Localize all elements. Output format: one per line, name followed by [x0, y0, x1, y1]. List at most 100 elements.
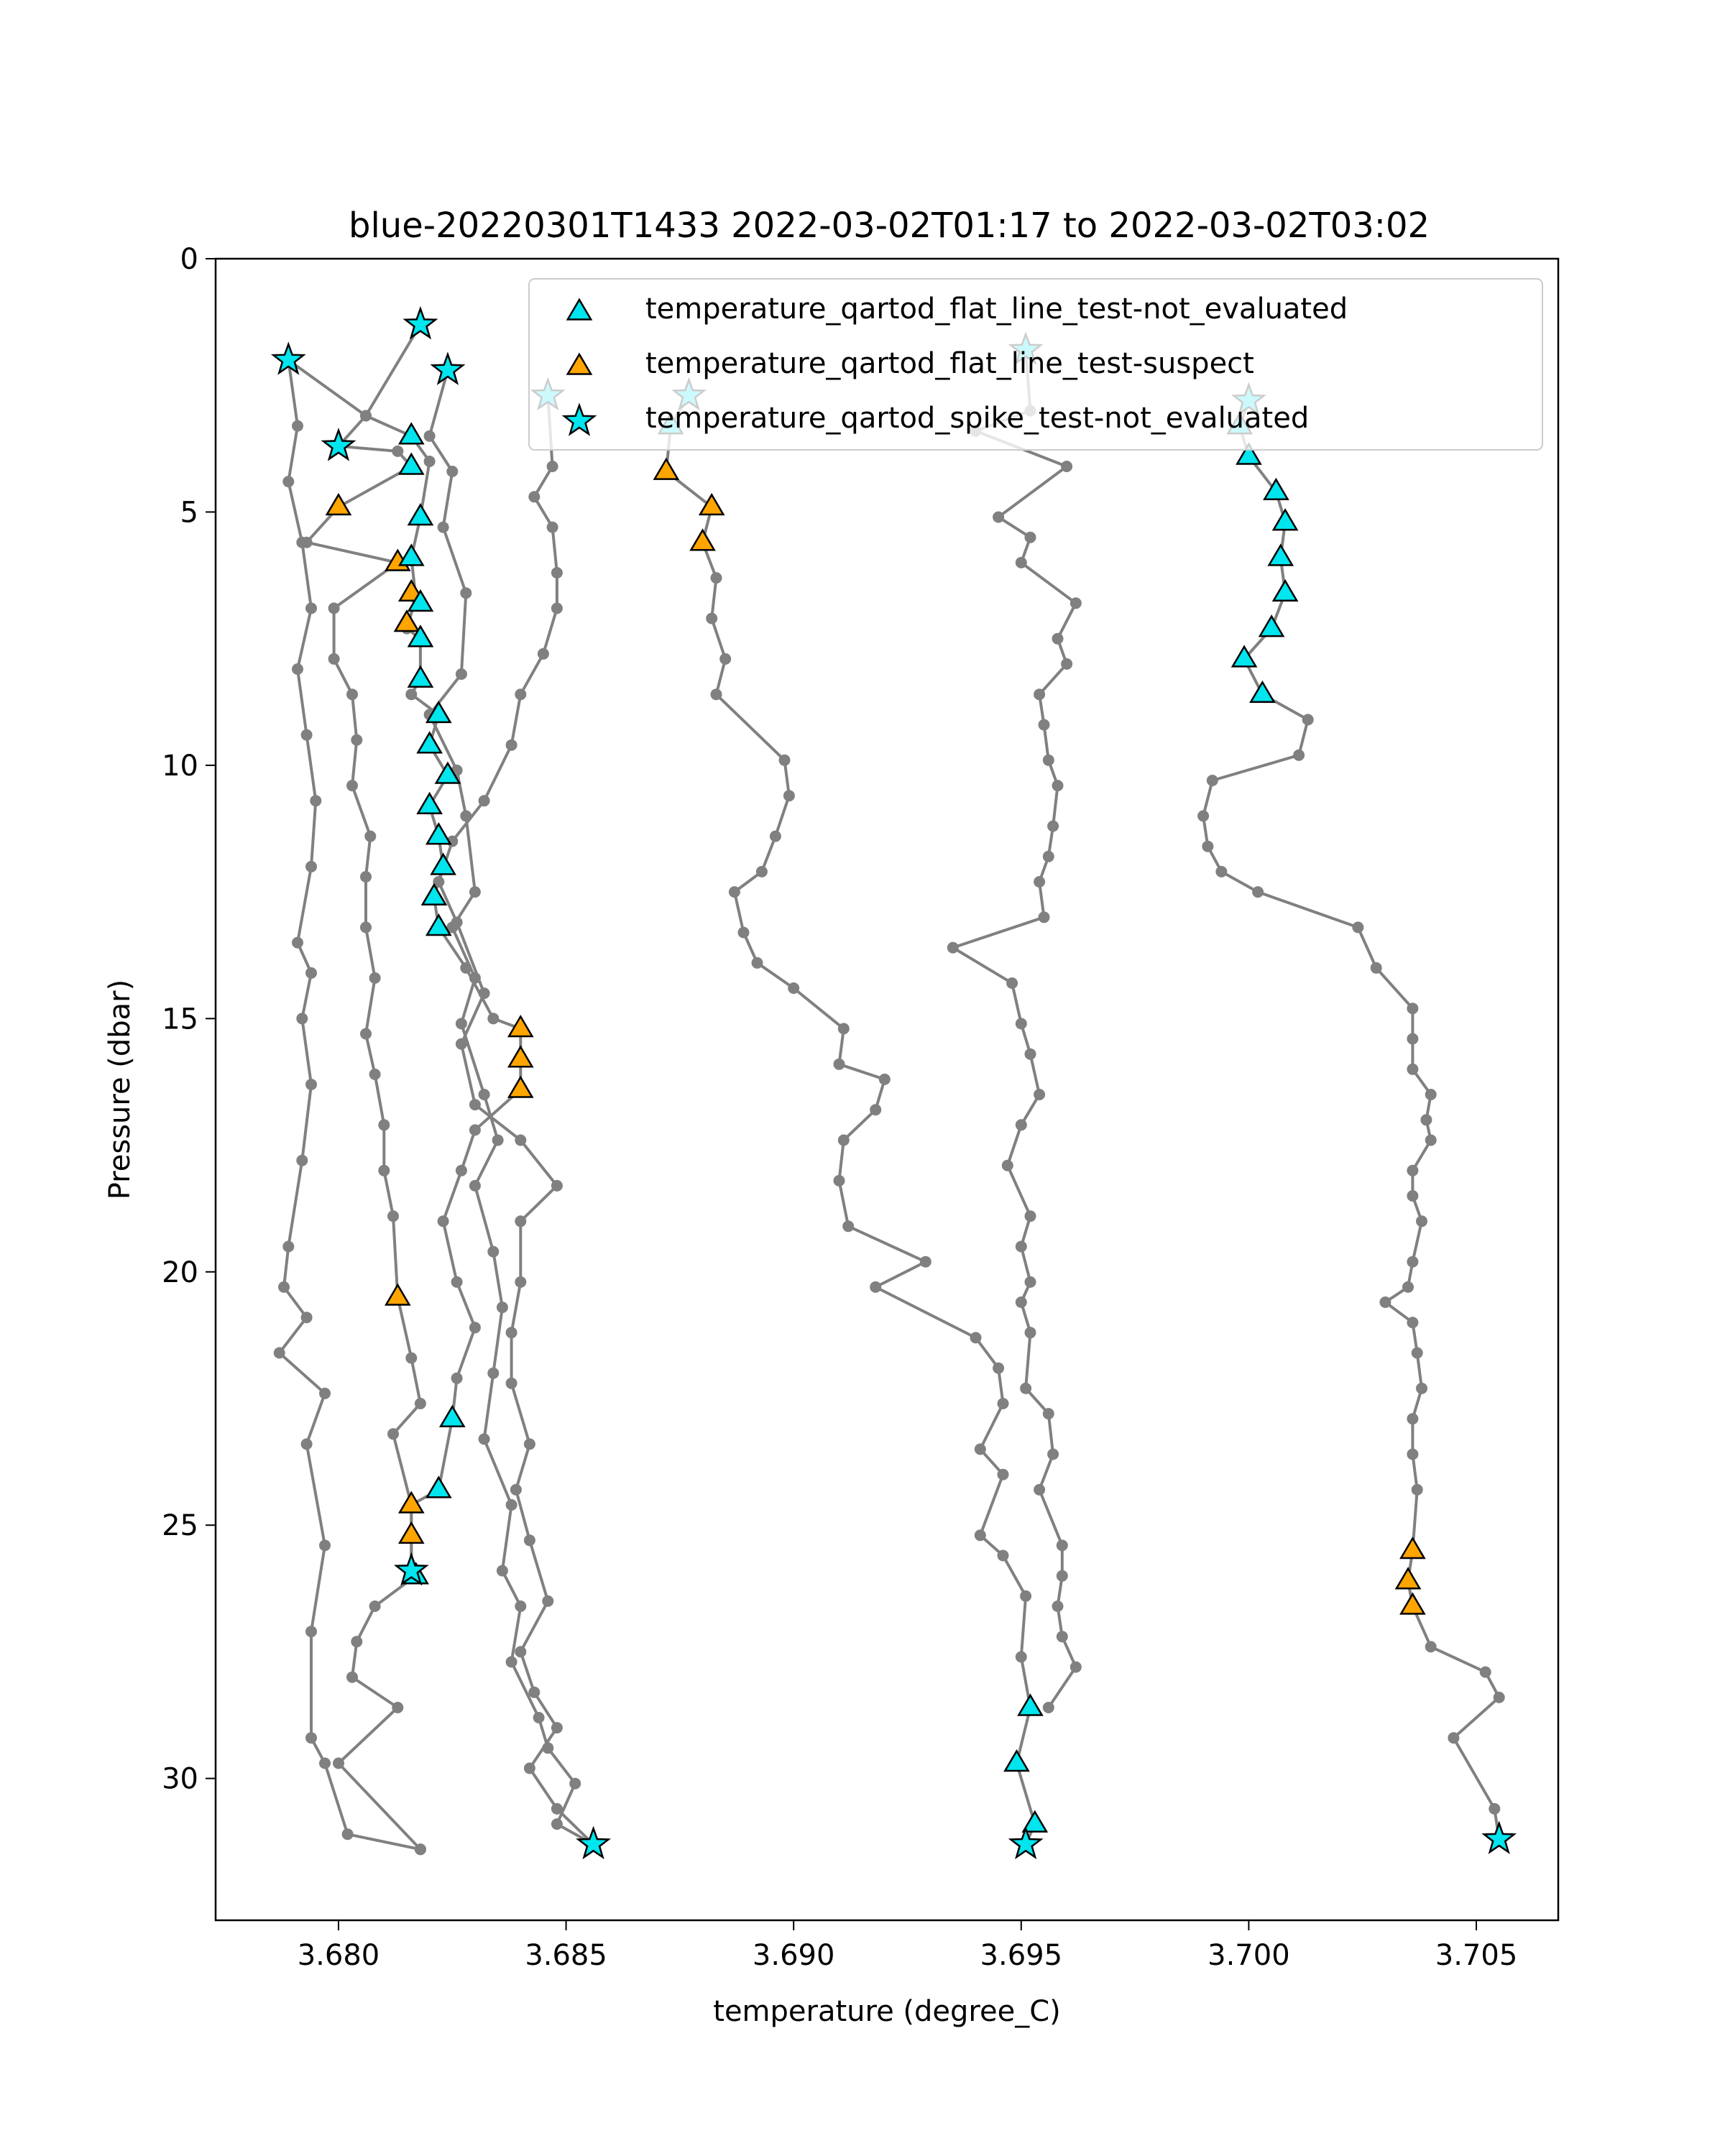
data-point — [319, 1539, 331, 1552]
flat-line-not-evaluated-marker — [416, 731, 443, 754]
data-point — [1420, 1114, 1432, 1126]
data-point — [505, 739, 518, 751]
data-point — [1407, 1448, 1419, 1460]
flat-line-not-evaluated-marker — [1236, 442, 1262, 465]
data-point — [1015, 1119, 1027, 1131]
data-point — [1020, 1590, 1032, 1602]
data-point — [546, 521, 558, 533]
data-point — [496, 1565, 508, 1577]
data-point — [292, 663, 303, 675]
data-point — [719, 653, 732, 665]
data-point — [1024, 1276, 1036, 1288]
flat-line-not-evaluated-marker — [397, 452, 425, 475]
data-point — [1042, 850, 1054, 862]
legend-label: temperature_qartod_flat_line_test-suspec… — [645, 347, 1254, 380]
data-point — [328, 653, 340, 665]
flat-line-suspect-marker — [397, 1521, 425, 1544]
data-point — [305, 860, 317, 872]
data-point — [1038, 719, 1050, 731]
data-point — [433, 876, 445, 888]
flat-line-not-evaluated-marker — [1271, 508, 1299, 531]
data-point — [1015, 1651, 1027, 1663]
y-tick-label: 5 — [180, 496, 198, 529]
data-point — [278, 1281, 290, 1293]
legend: temperature_qartod_flat_line_test-not_ev… — [528, 278, 1543, 451]
data-point — [305, 967, 317, 979]
data-point — [292, 420, 303, 432]
data-point — [533, 1712, 545, 1723]
data-point — [1070, 597, 1082, 609]
data-point — [487, 1013, 500, 1025]
data-point — [551, 1818, 563, 1830]
data-point — [273, 1347, 285, 1359]
data-point — [1479, 1666, 1491, 1678]
flat-line-suspect-marker — [1399, 1592, 1426, 1615]
data-point — [319, 1757, 331, 1769]
flat-line-suspect-marker — [698, 492, 725, 516]
data-point — [1052, 632, 1064, 645]
data-point — [469, 1099, 481, 1111]
data-point — [414, 1843, 426, 1856]
legend-label: temperature_qartod_flat_line_test-not_ev… — [645, 292, 1348, 326]
flat-line-not-evaluated-marker — [1271, 579, 1299, 602]
flat-line-not-evaluated-marker — [1258, 614, 1285, 637]
flat-line-not-evaluated-marker — [430, 852, 456, 875]
data-point — [378, 1119, 390, 1131]
data-point — [515, 1134, 527, 1146]
profile-line — [437, 395, 594, 1846]
data-point — [282, 476, 295, 488]
data-point — [505, 1377, 518, 1389]
data-point — [478, 987, 490, 1000]
flat-line-not-evaluated-marker — [425, 700, 452, 724]
data-point — [546, 461, 558, 472]
flat-line-not-evaluated-marker — [397, 543, 425, 566]
flat-line-not-evaluated-marker — [1003, 1749, 1030, 1772]
flat-line-not-evaluated-marker — [1230, 645, 1258, 668]
data-point — [1407, 1317, 1419, 1329]
axes: 3.680 3.685 3.690 3.695 3.700 3.705 0 5 10 15 20 25… — [162, 243, 1517, 1972]
data-point — [710, 688, 722, 701]
x-axis-label: temperature (degree_C) — [713, 1995, 1060, 2028]
data-point — [515, 1600, 527, 1612]
data-point — [523, 1762, 535, 1774]
data-point — [310, 795, 322, 807]
data-point — [437, 521, 449, 533]
data-point — [351, 1636, 363, 1648]
data-point — [460, 587, 472, 599]
data-point — [469, 1124, 481, 1136]
data-point — [1034, 876, 1046, 888]
flat-line-not-evaluated-marker — [425, 1475, 452, 1498]
data-point — [1070, 1661, 1082, 1673]
data-point — [1407, 1003, 1419, 1015]
profile-line — [951, 349, 1077, 1709]
data-point — [455, 1038, 467, 1050]
flat-line-not-evaluated-marker — [1021, 1810, 1049, 1833]
data-point — [1202, 840, 1214, 852]
data-point — [569, 1777, 581, 1789]
data-point — [1015, 1018, 1027, 1030]
data-point — [1034, 688, 1046, 701]
data-point — [451, 916, 463, 929]
data-point — [1407, 1256, 1419, 1268]
data-point — [455, 1164, 467, 1176]
data-point — [478, 795, 490, 807]
y-tick-label: 10 — [162, 750, 198, 783]
x-tick-label: 3.680 — [298, 1939, 380, 1972]
y-tick-label: 15 — [162, 1003, 198, 1036]
data-point — [369, 1600, 381, 1612]
flat-line-suspect-marker — [689, 528, 716, 551]
data-point — [469, 886, 481, 898]
data-point — [487, 1367, 500, 1379]
data-point — [505, 1656, 518, 1668]
plot-area — [270, 305, 1517, 1860]
data-point — [537, 648, 549, 660]
profile-line — [277, 359, 421, 1851]
data-point — [492, 1134, 504, 1146]
data-point — [496, 1302, 508, 1314]
data-point — [769, 830, 781, 842]
data-point — [387, 1428, 399, 1440]
chart-title: blue-20220301T1433 2022-03-02T01:17 to 2… — [349, 206, 1430, 246]
data-point — [1407, 1033, 1419, 1045]
profile-line — [1202, 400, 1501, 1840]
data-point — [1402, 1281, 1414, 1293]
